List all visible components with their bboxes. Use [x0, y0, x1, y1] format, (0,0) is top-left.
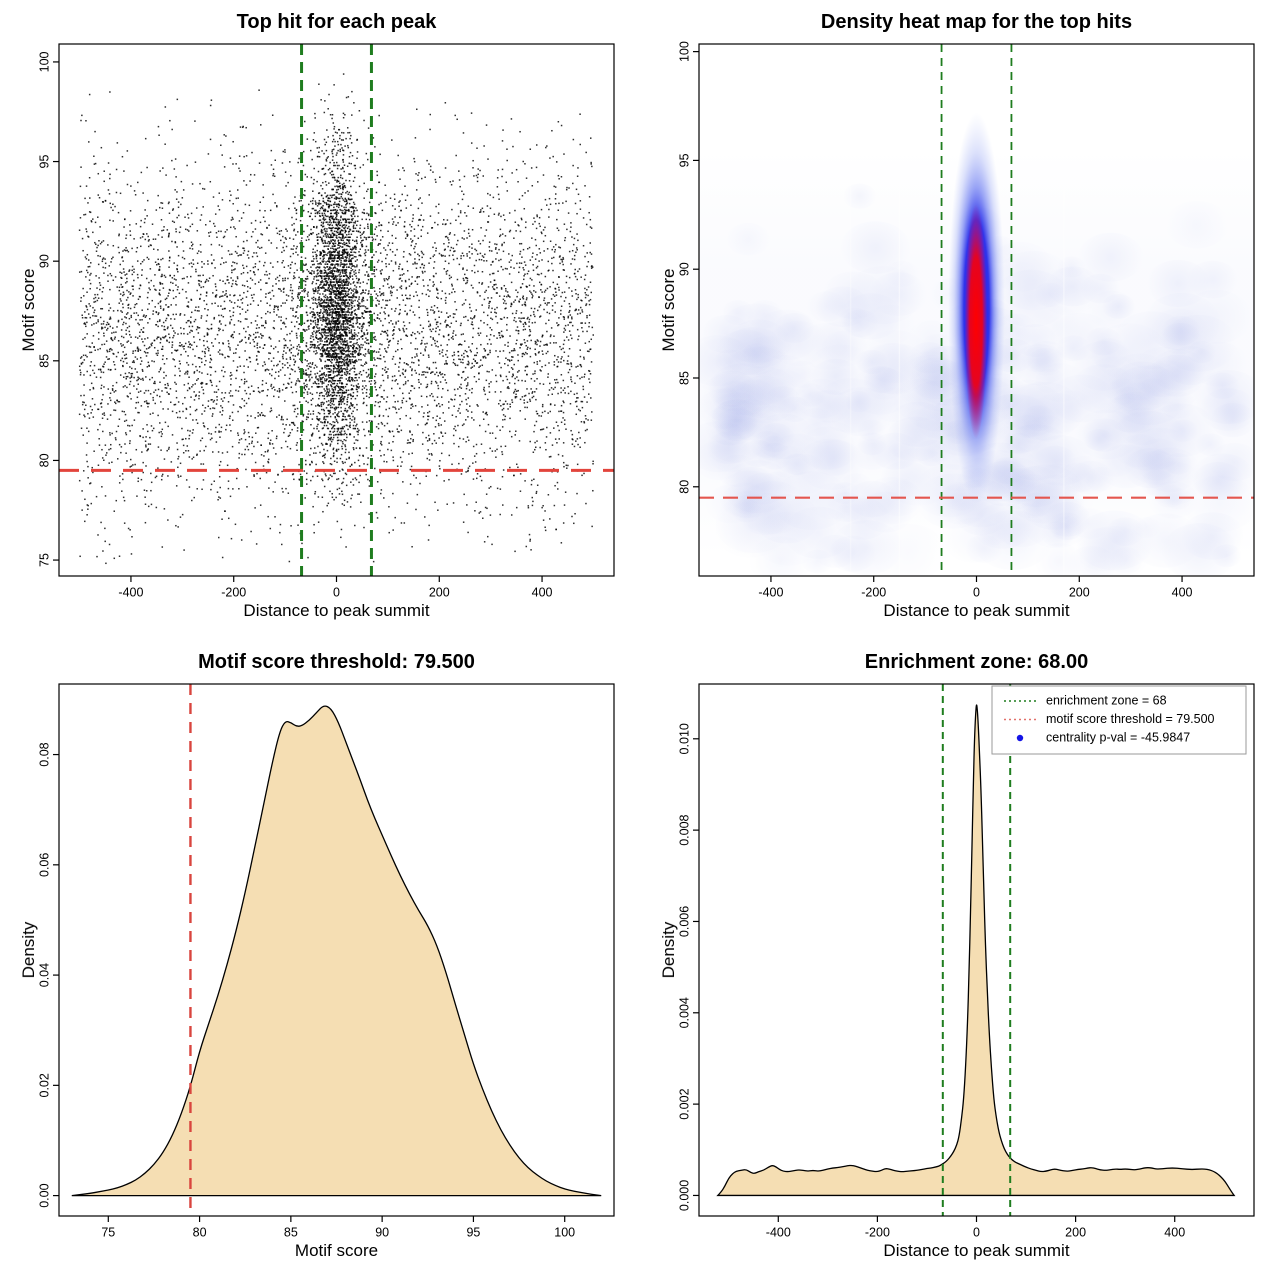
- distance-density-canvas: [640, 640, 1280, 1280]
- y-axis-label: Density: [19, 921, 38, 979]
- chart-title: Enrichment zone: 68.00: [864, 651, 1089, 673]
- scatter-plot-canvas: [0, 0, 640, 640]
- panel-density-heat-map: Density heat map for the top hits Distan…: [640, 0, 1280, 640]
- x-axis-label: Distance to peak summit: [883, 1241, 1070, 1260]
- score-density-canvas: [0, 640, 640, 1280]
- chart-title: Motif score threshold: 79.500: [198, 651, 475, 673]
- y-axis-label: Motif score: [659, 268, 678, 352]
- panel-top-hit-scatter: Top hit for each peak Distance to peak s…: [0, 0, 640, 640]
- x-axis-label: Distance to peak summit: [243, 601, 430, 620]
- y-axis-label: Density: [659, 921, 678, 979]
- chart-title: Top hit for each peak: [236, 11, 437, 33]
- panel-motif-score-density: Motif score threshold: 79.500 Motif scor…: [0, 640, 640, 1280]
- heatmap-canvas: [640, 0, 1280, 640]
- y-axis-label: Motif score: [19, 268, 38, 352]
- panel-distance-density: Enrichment zone: 68.00 Distance to peak …: [640, 640, 1280, 1280]
- x-axis-label: Motif score: [294, 1241, 379, 1260]
- x-axis-label: Distance to peak summit: [883, 601, 1070, 620]
- chart-title: Density heat map for the top hits: [820, 11, 1133, 33]
